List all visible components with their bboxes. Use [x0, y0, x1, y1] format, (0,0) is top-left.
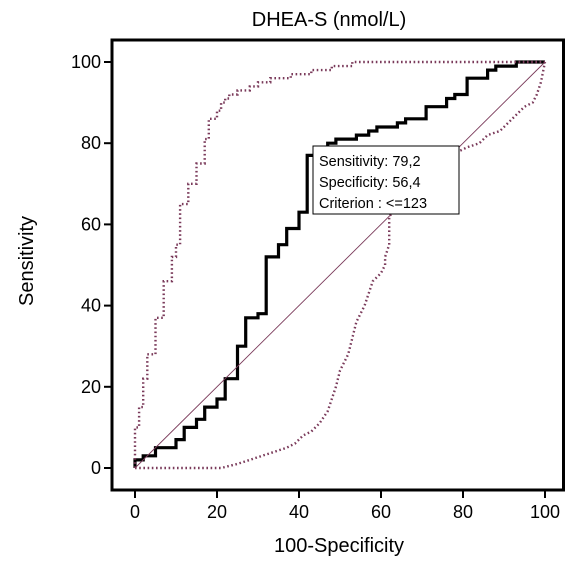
axis-ticks: 0 20 40 60 80 100 0 20 40 60 80 100: [71, 52, 560, 522]
x-tick-label: 100: [530, 502, 560, 522]
annotation-box: [312, 145, 460, 215]
y-tick-label: 100: [71, 52, 101, 72]
x-axis-label: 100-Specificity: [274, 535, 404, 557]
annotation-line: Criterion : <=123: [319, 196, 427, 212]
plot-frame: [110, 38, 565, 492]
y-tick-label: 0: [91, 458, 101, 478]
confidence-bound-line: [135, 61, 547, 470]
y-tick-label: 80: [81, 133, 101, 153]
x-tick-label: 0: [130, 502, 140, 522]
reference-diagonal: [134, 61, 546, 469]
plot-area: [110, 38, 565, 492]
y-tick-label: 40: [81, 296, 101, 316]
x-tick-label: 80: [453, 502, 473, 522]
x-tick-label: 60: [371, 502, 391, 522]
confidence-bound-line: [133, 60, 545, 468]
x-tick-label: 20: [207, 502, 227, 522]
y-tick-label: 60: [81, 214, 101, 234]
x-tick-label: 40: [289, 502, 309, 522]
criterion-annotation: Sensitivity: 79,2 Specificity: 56,4 Criter…: [312, 145, 460, 215]
annotation-line: Specificity: 56,4: [319, 175, 421, 191]
annotation-line: Sensitivity: 79,2: [319, 154, 421, 170]
y-axis-label: Sensitivity: [16, 216, 38, 306]
chart-title: DHEA-S (nmol/L): [252, 9, 406, 31]
y-tick-label: 20: [81, 377, 101, 397]
roc-curve: [133, 60, 545, 468]
